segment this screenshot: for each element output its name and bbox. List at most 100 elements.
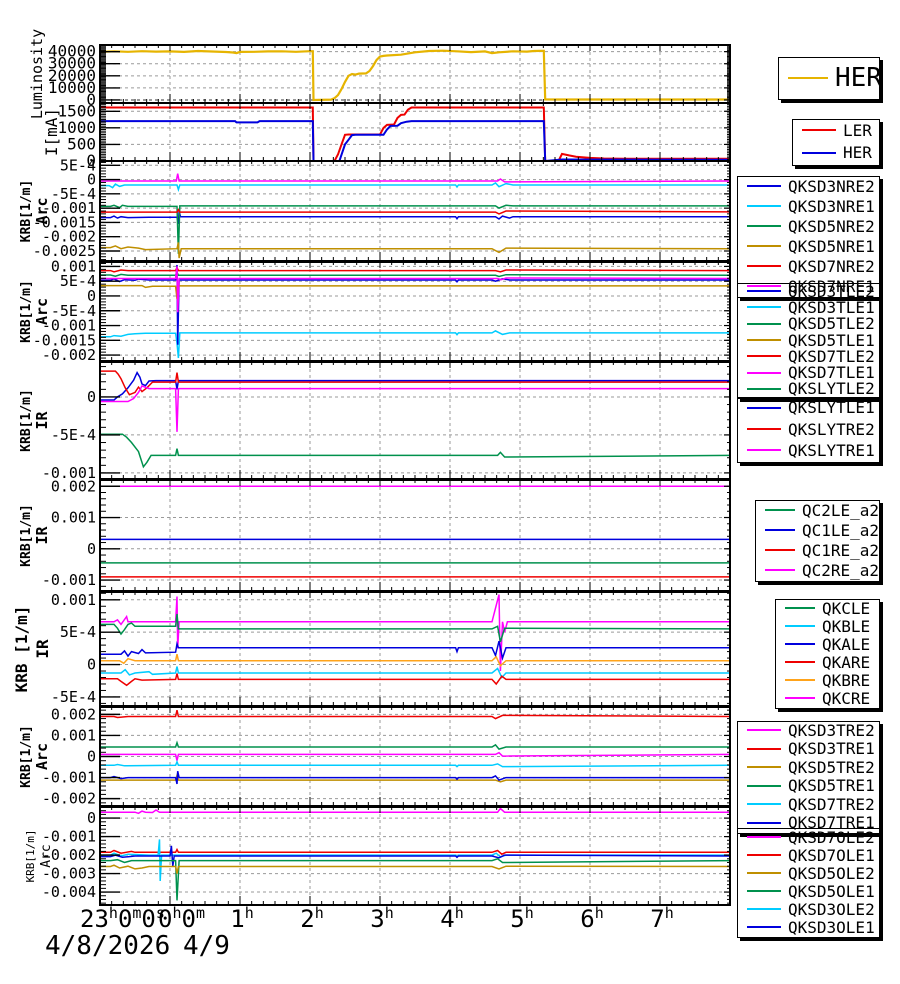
date-label-start: 4/8/2026	[45, 931, 171, 961]
y-tick-label: -0.001	[42, 769, 96, 787]
date-label-midnight: 4/9	[183, 931, 230, 961]
series-QKBLE	[100, 666, 730, 679]
series-QKCRE	[100, 594, 730, 672]
x-tick-label: 1h	[230, 904, 253, 933]
series-QKSD7TRE1	[100, 771, 730, 785]
y-tick-label: -0.001	[42, 199, 96, 217]
x-tick-label: 2h	[300, 904, 323, 933]
series-QKSD3TRE2	[100, 751, 731, 761]
series-QKSD7OLE1	[100, 847, 730, 856]
y-tick-label: 0	[87, 748, 96, 766]
y-axis-title: KRB[1/m]	[19, 389, 34, 452]
y-tick-label: -0.002	[42, 846, 96, 864]
x-tick-label: 23h0m0s	[80, 904, 165, 933]
y-tick-label: 5E-4	[60, 156, 96, 174]
y-tick-label: 0.001	[51, 726, 96, 744]
series-QKSD3NRE1	[100, 182, 730, 193]
y-axis-title: Arc	[33, 197, 51, 224]
y-tick-label: 20000	[48, 66, 96, 85]
y-tick-label: 0	[87, 540, 96, 558]
series-QKBRE	[100, 654, 730, 668]
panel-frame	[99, 479, 731, 592]
y-axis-title: IR	[33, 639, 52, 659]
panel-arc-tre: 0.002 0.001 0 -0.001 -0.002 KRB[1/m] Arc	[19, 705, 731, 808]
y-axis-title: Arc	[33, 298, 51, 325]
series-QKSLYTRE1	[100, 384, 730, 432]
y-axis-title: IR	[33, 526, 51, 545]
y-tick-label: 0	[87, 656, 96, 674]
panel-frame	[99, 591, 731, 707]
y-tick-label: -0.002	[42, 228, 96, 246]
series-QKSD5TRE1	[100, 740, 730, 750]
y-tick-label: 0	[86, 90, 96, 109]
x-tick-label: 7h	[650, 904, 673, 933]
y-tick-label: -0.002	[42, 346, 96, 364]
y-axis-title: KRB[1/m]	[24, 830, 37, 883]
series-QKSD7NRE1	[100, 173, 731, 183]
series-QKSD7TRE2	[100, 759, 731, 768]
series-QKSD5OLE2	[100, 864, 731, 874]
y-tick-label: -0.002	[42, 790, 96, 808]
x-tick-label: 0h0m	[158, 904, 205, 933]
panel-frame	[99, 806, 731, 906]
series-QKSD5OLE1	[100, 857, 731, 901]
series-QKSD3TLE1	[100, 330, 730, 359]
y-tick-label: 10000	[48, 78, 96, 97]
y-tick-label: -0.0015	[33, 213, 96, 231]
y-tick-label: 0.002	[51, 477, 96, 495]
y-axis-title: I[mA]	[42, 108, 61, 156]
series-QKSD3TRE1	[100, 710, 731, 720]
y-tick-label: 5E-4	[60, 623, 96, 641]
y-tick-label: 500	[67, 134, 96, 153]
y-tick-label: 1500	[57, 101, 96, 120]
y-tick-label: 0	[87, 809, 96, 827]
y-axis-title: KRB[1/m]	[19, 280, 34, 343]
y-tick-label: 0	[86, 151, 96, 170]
y-tick-label: 0.001	[51, 509, 96, 527]
y-axis-title: KRB[1/m]	[19, 504, 34, 567]
y-tick-label: 40000	[48, 42, 96, 61]
series-QKSD5NRE2	[100, 204, 730, 254]
y-tick-label: -0.001	[42, 571, 96, 589]
x-tick-label: 3h	[370, 904, 393, 933]
y-tick-label: 0.001	[51, 591, 96, 609]
series-QKSD5TRE2	[100, 772, 730, 783]
y-tick-label: -5E-4	[51, 688, 96, 706]
y-tick-label: 0	[87, 287, 96, 305]
series-QKSD5NRE1	[100, 242, 731, 259]
series-QKSD7TLE2	[100, 265, 731, 273]
y-tick-label: -0.003	[42, 865, 96, 883]
panel-ir-qc: 0.002 0.001 0 -0.001 KRB[1/m] IR	[19, 477, 731, 592]
y-tick-label: -0.001	[42, 464, 96, 482]
y-tick-label: 0.002	[51, 705, 96, 723]
y-tick-label: 1000	[57, 118, 96, 137]
series-QKSD7NRE2	[100, 208, 731, 215]
series-HER	[99, 49, 730, 102]
y-tick-label: -5E-4	[51, 302, 96, 320]
y-tick-label: -0.004	[42, 883, 96, 901]
y-axis-title: KRB[1/m]	[19, 180, 34, 243]
y-tick-label: -0.0015	[33, 331, 96, 349]
series-QKSD7OLE2	[100, 807, 730, 815]
x-tick-label: 4h	[440, 904, 463, 933]
y-tick-label: -5E-4	[51, 426, 96, 444]
series-QKSLYTLE2	[100, 433, 731, 469]
series-QKSD5TLE1	[100, 284, 730, 299]
y-axis-title: Arc	[33, 743, 51, 770]
panel-frame	[99, 261, 731, 362]
y-axis-title: Arc	[39, 844, 54, 867]
series-HER	[100, 120, 731, 163]
y-axis-title: Luminosity	[28, 29, 46, 119]
series-QKALE	[100, 640, 730, 661]
y-tick-label: -0.0025	[33, 242, 96, 260]
series-QKCLE	[100, 613, 731, 643]
panel-arc-nre: 5E-40-5E-4-0.001-0.0015-0.002-0.0025KRB[…	[19, 156, 731, 262]
y-tick-label: 0	[87, 171, 96, 189]
series-LER	[100, 106, 731, 162]
y-tick-label: -0.001	[42, 317, 96, 335]
series-QKSD3OLE1	[100, 845, 731, 867]
